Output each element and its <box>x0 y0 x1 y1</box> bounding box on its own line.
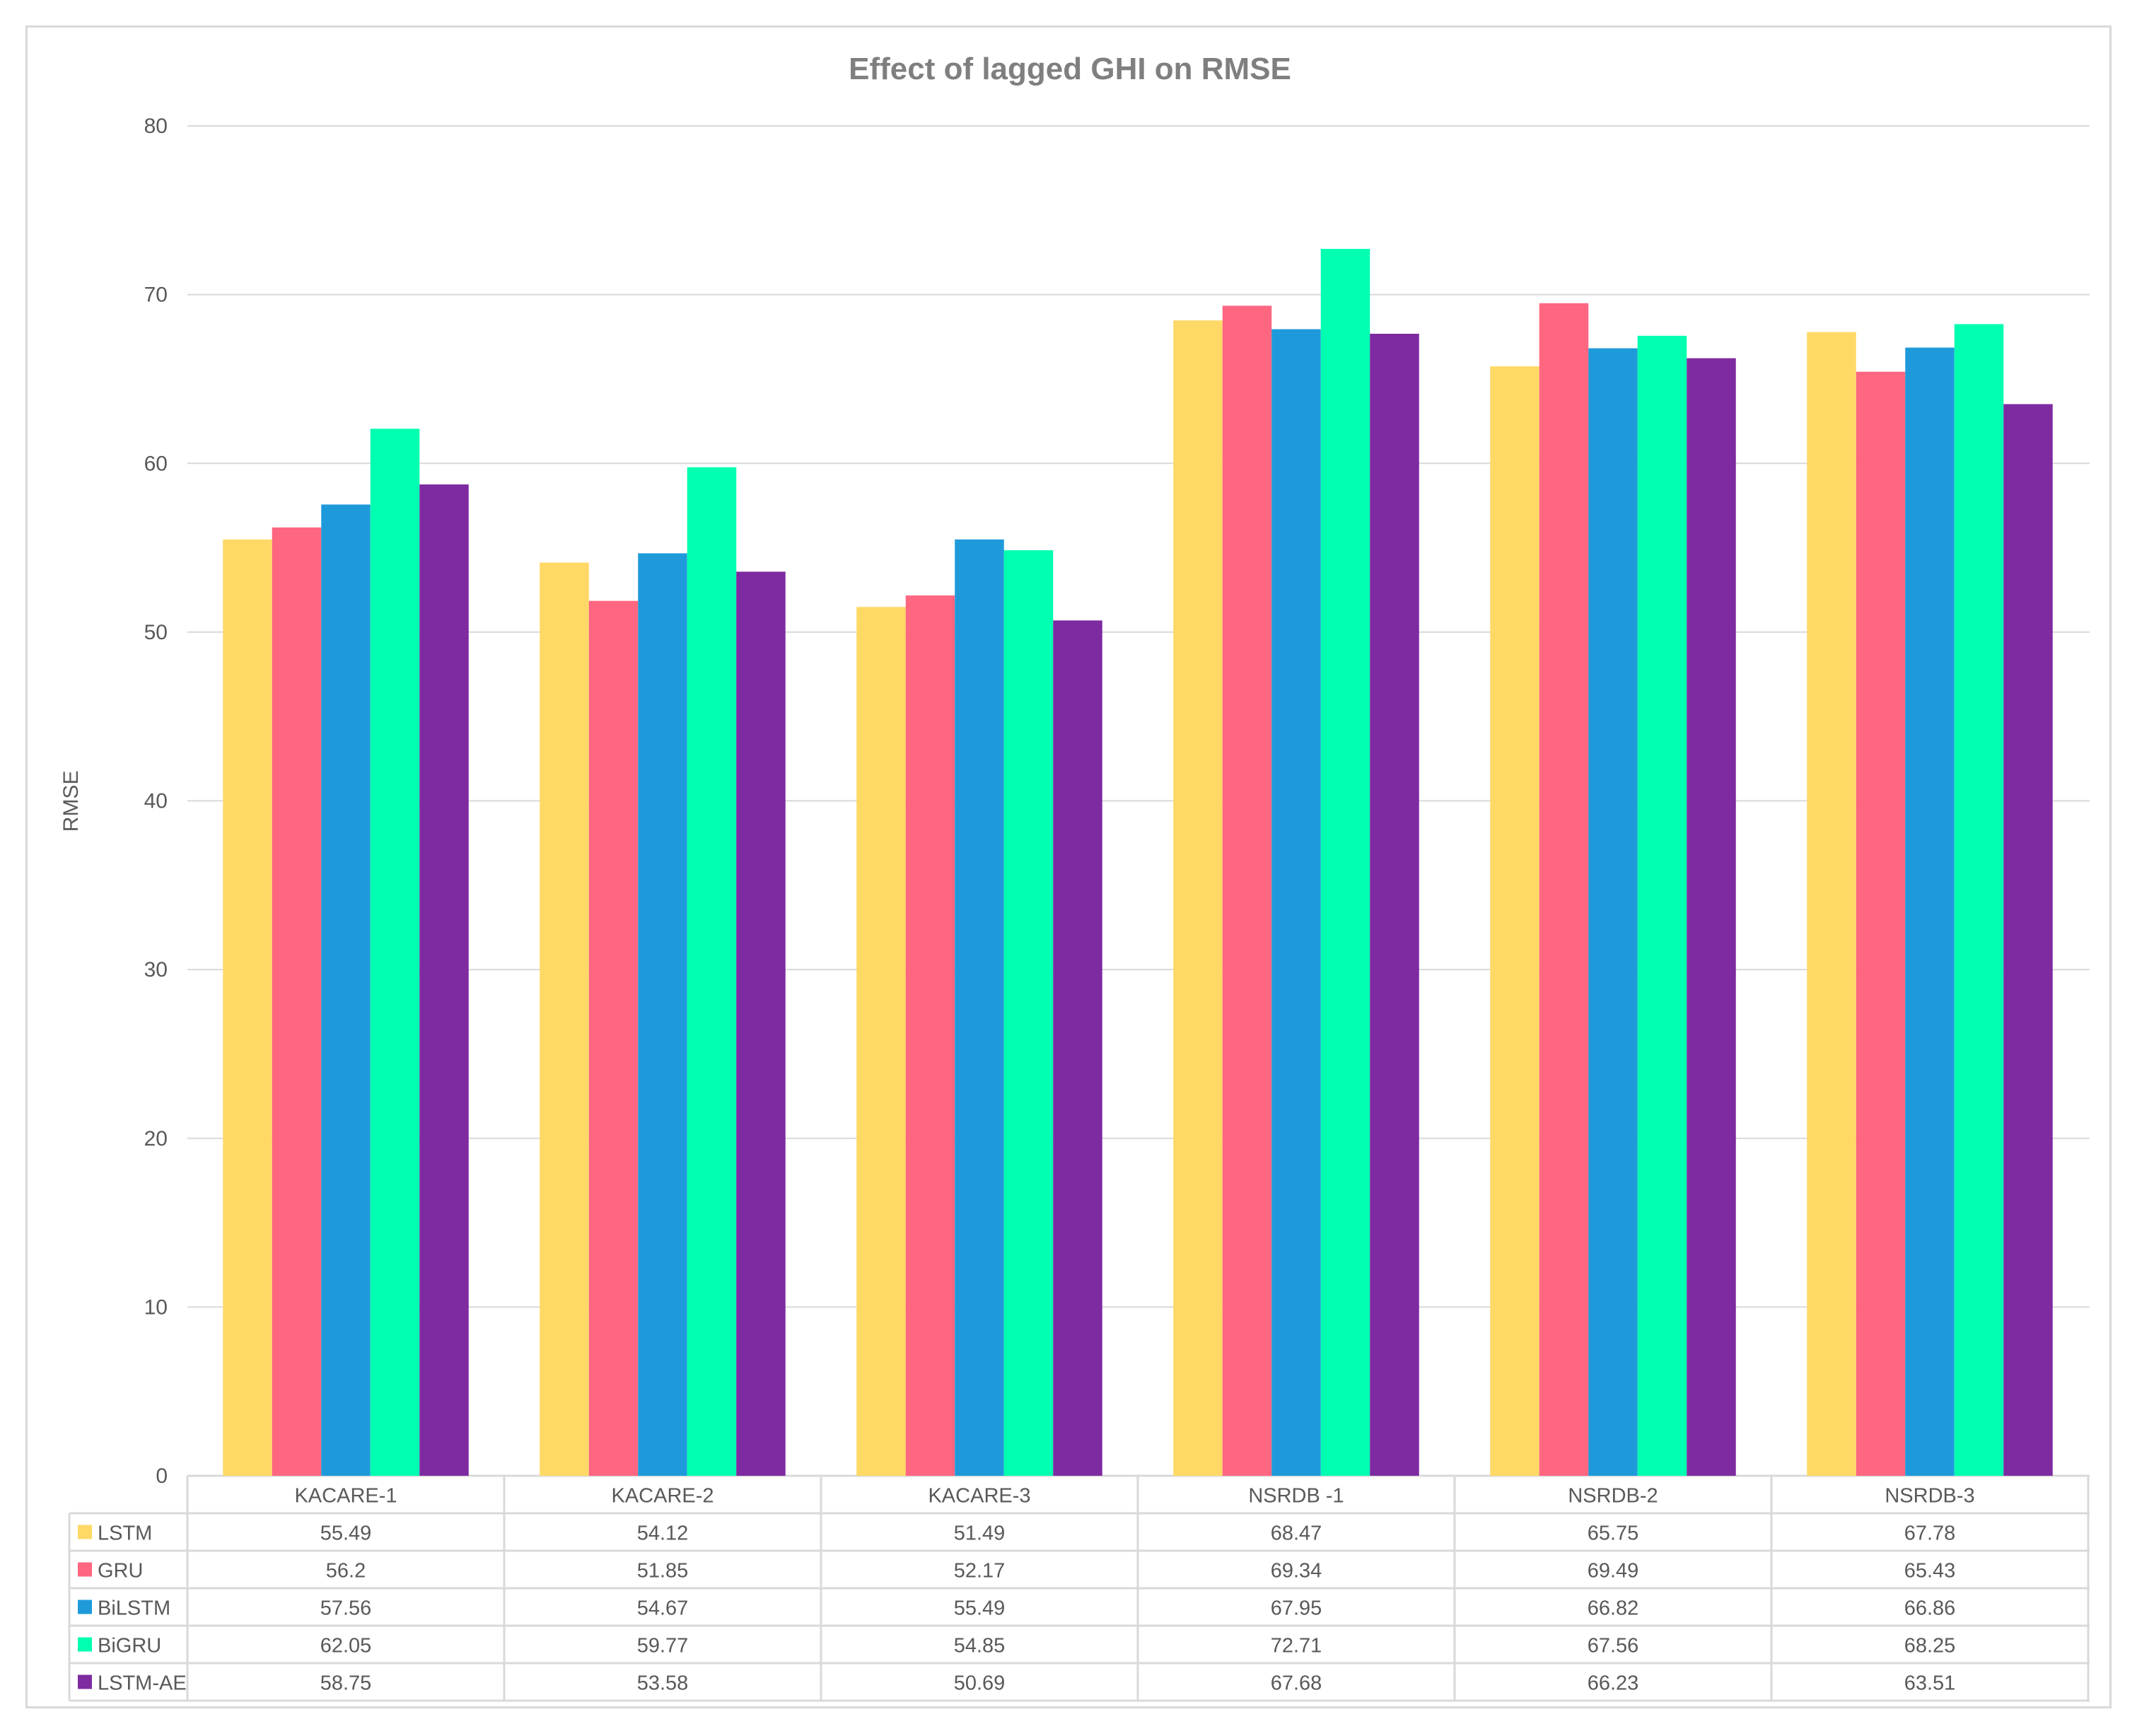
bar-bigru-3 <box>1003 550 1054 1476</box>
category-label: KACARE-2 <box>611 1485 714 1508</box>
bar-lstm-1 <box>223 539 272 1476</box>
y-tick-label: 70 <box>144 284 168 307</box>
table-value: 55.49 <box>954 1597 1006 1620</box>
table-value: 50.69 <box>954 1672 1006 1695</box>
table-value: 54.67 <box>637 1597 689 1620</box>
y-tick-label: 60 <box>144 452 168 475</box>
bar-lstm-4 <box>1173 320 1223 1476</box>
legend-key-bigru <box>78 1637 92 1652</box>
table-value: 54.12 <box>637 1522 689 1545</box>
legend-label: BiGRU <box>98 1635 161 1658</box>
table-value: 62.05 <box>320 1635 372 1658</box>
data-table: KACARE-1 KACARE-2 KACARE-3 NSRDB -1 NSRDB-2 N… <box>68 1476 2090 1702</box>
bar-bilstm-4 <box>1271 329 1321 1476</box>
legend-key-lstm-ae <box>78 1674 92 1689</box>
legend-label: BiLSTM <box>98 1597 170 1620</box>
table-value: 58.75 <box>320 1672 372 1695</box>
table-value: 69.49 <box>1588 1560 1639 1583</box>
table-value: 56.2 <box>326 1560 366 1583</box>
bar-bilstm-1 <box>321 504 371 1476</box>
category-label: NSRDB-2 <box>1568 1485 1658 1508</box>
bar-gru-1 <box>272 527 322 1476</box>
bar-lstm-6 <box>1807 332 1856 1476</box>
table-value: 66.23 <box>1588 1672 1639 1695</box>
bar-lstm-2 <box>540 562 589 1476</box>
legend-key-lstm <box>78 1525 92 1539</box>
table-value: 51.49 <box>954 1522 1006 1545</box>
bar-gru-4 <box>1222 305 1272 1476</box>
y-tick-label: 10 <box>144 1295 168 1319</box>
bar-bigru-1 <box>370 429 420 1476</box>
bar-lstm-ae-5 <box>1687 358 1736 1476</box>
table-value: 67.95 <box>1271 1597 1322 1620</box>
table-value: 66.86 <box>1904 1597 1956 1620</box>
table-value: 67.68 <box>1271 1672 1322 1695</box>
table-value: 67.78 <box>1904 1522 1956 1545</box>
bar-bilstm-6 <box>1905 347 1955 1476</box>
y-axis-ticks: 0 10 20 30 40 50 60 70 80 <box>144 115 168 1488</box>
table-value: 57.56 <box>320 1597 372 1620</box>
bar-gru-6 <box>1856 371 1906 1476</box>
bar-lstm-5 <box>1490 366 1539 1476</box>
table-value: 67.56 <box>1588 1635 1639 1658</box>
table-value: 63.51 <box>1904 1672 1956 1695</box>
table-value: 59.77 <box>637 1635 689 1658</box>
bars <box>223 248 2053 1476</box>
table-value: 65.43 <box>1904 1560 1956 1583</box>
category-label: KACARE-3 <box>928 1485 1030 1508</box>
table-value: 68.25 <box>1904 1635 1956 1658</box>
bar-lstm-ae-6 <box>2003 404 2053 1476</box>
table-value: 51.85 <box>637 1560 689 1583</box>
bar-bigru-6 <box>1954 324 2004 1476</box>
chart-title: Effect of lagged GHI on RMSE <box>849 52 1291 86</box>
category-label: NSRDB -1 <box>1248 1485 1344 1508</box>
table-value: 66.82 <box>1588 1597 1639 1620</box>
table-value: 72.71 <box>1271 1635 1322 1658</box>
table-value: 52.17 <box>954 1560 1006 1583</box>
bar-lstm-ae-1 <box>419 484 469 1476</box>
bar-bigru-4 <box>1320 248 1370 1476</box>
legend-label: LSTM-AE <box>98 1672 187 1695</box>
y-axis-label: RMSE <box>59 771 83 832</box>
bar-lstm-ae-2 <box>736 571 786 1476</box>
table-value: 55.49 <box>320 1522 372 1545</box>
legend-label: LSTM <box>98 1522 152 1545</box>
category-label: KACARE-1 <box>294 1485 397 1508</box>
gridlines <box>187 125 2090 1477</box>
bar-lstm-3 <box>856 607 906 1476</box>
legend-key-bilstm <box>78 1600 92 1614</box>
legend-key-gru <box>78 1562 92 1577</box>
y-tick-label: 0 <box>156 1464 168 1488</box>
category-label: NSRDB-3 <box>1885 1485 1974 1508</box>
bar-bigru-5 <box>1637 335 1687 1476</box>
y-tick-label: 50 <box>144 621 168 644</box>
y-tick-label: 20 <box>144 1127 168 1150</box>
table-value: 54.85 <box>954 1635 1006 1658</box>
bar-gru-5 <box>1539 303 1589 1476</box>
bar-bilstm-3 <box>955 539 1004 1476</box>
bar-bilstm-2 <box>638 553 687 1476</box>
legend-label: GRU <box>98 1560 143 1583</box>
bar-bilstm-5 <box>1588 348 1638 1476</box>
table-value: 53.58 <box>637 1672 689 1695</box>
y-tick-label: 40 <box>144 790 168 813</box>
bar-lstm-ae-4 <box>1370 333 1419 1476</box>
bar-gru-2 <box>588 600 639 1476</box>
table-value: 65.75 <box>1588 1522 1639 1545</box>
y-tick-label: 30 <box>144 958 168 981</box>
bar-gru-3 <box>905 595 955 1476</box>
bar-bigru-2 <box>687 467 737 1476</box>
table-value: 69.34 <box>1271 1560 1322 1583</box>
table-value: 68.47 <box>1271 1522 1322 1545</box>
y-tick-label: 80 <box>144 115 168 138</box>
bar-lstm-ae-3 <box>1053 620 1102 1476</box>
